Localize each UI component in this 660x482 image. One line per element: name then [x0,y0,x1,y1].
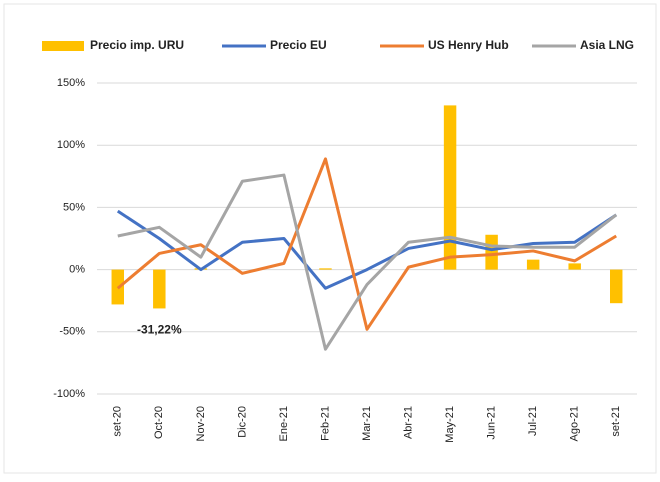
bar [568,263,581,270]
line [116,209,618,290]
x-tick-label: set-21 [610,406,622,437]
x-tick-label: Dic-20 [236,406,248,438]
bar [526,259,540,270]
bar [153,269,166,309]
line [117,173,618,351]
line [116,157,618,331]
x-tick-label: Jun-21 [486,406,498,440]
x-tick-label: Jul-21 [527,406,539,436]
x-tick-label: Feb-21 [319,406,331,441]
x-tick-label: set-20 [112,406,124,437]
y-tick-label: 50% [63,201,85,213]
y-tick-label: -50% [59,326,85,338]
legend-label: Precio imp. URU [90,38,184,52]
bar [443,105,457,270]
x-tick-label: Mar-21 [361,406,373,441]
data-label: -31,22% [137,323,182,337]
y-tick-label: -100% [53,388,85,400]
x-tick-label: Oct-20 [153,406,165,439]
legend-label: US Henry Hub [428,38,509,52]
chart-border [3,3,657,474]
x-tick-label: Nov-20 [195,406,207,441]
legend-swatch [42,41,84,51]
y-tick-label: 100% [57,139,85,151]
bar [319,268,332,270]
legend-label: Precio EU [270,38,327,52]
x-tick-label: Abr-21 [402,406,414,439]
y-tick-label: 150% [57,77,85,89]
x-tick-label: Ago-21 [569,406,581,441]
x-tick-label: May-21 [444,406,456,443]
legend-label: Asia LNG [580,38,634,52]
bar [610,269,623,304]
x-tick-label: Ene-21 [278,406,290,441]
y-tick-label: 0% [69,264,85,276]
bar [485,234,498,270]
